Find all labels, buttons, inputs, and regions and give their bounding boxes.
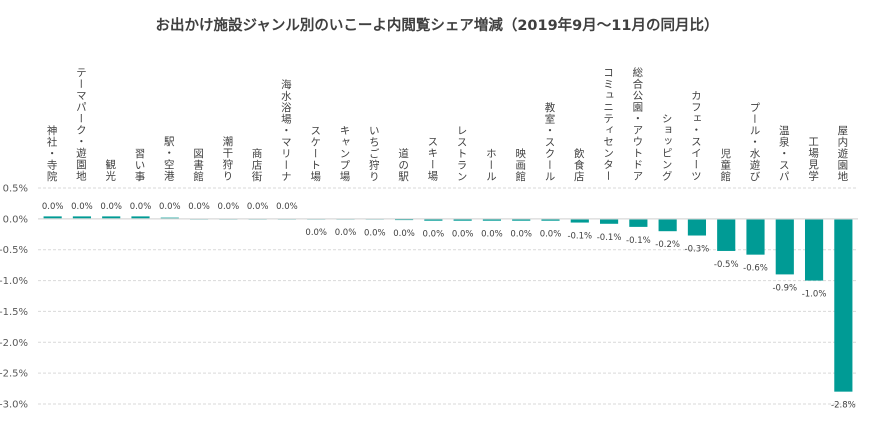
data-label: 0.0% <box>276 202 298 212</box>
y-tick-label: 0.5% <box>3 184 28 195</box>
bar <box>424 218 443 221</box>
bar <box>541 218 560 221</box>
bar <box>775 218 794 275</box>
x-tick-label: キャンプ場 <box>338 124 351 183</box>
data-label: 0.0% <box>100 202 122 212</box>
chart-title: お出かけ施設ジャンル別のいこーよ内閲覧シェア増減（2019年9月～11月の同月比… <box>155 18 719 34</box>
bar <box>43 216 62 219</box>
x-tick-label: 工場見学 <box>807 136 820 182</box>
y-tick-label: 0.0% <box>3 214 28 225</box>
bar <box>482 218 502 221</box>
data-label: -0.1% <box>567 232 592 242</box>
x-tick-label: 飲食店 <box>572 147 585 183</box>
y-tick-label: -2.0% <box>0 338 28 349</box>
bar <box>72 216 92 219</box>
x-tick-label: ショッピング <box>660 113 673 182</box>
data-label: 0.0% <box>335 228 357 238</box>
data-label: 0.0% <box>481 230 503 240</box>
x-tick-label: 総合公園・アウトドア <box>631 67 644 182</box>
data-label: -0.2% <box>655 240 680 250</box>
data-label: 0.0% <box>510 230 532 240</box>
x-tick-label: 屋内遊園地 <box>836 124 849 183</box>
bar <box>394 218 414 221</box>
x-tick-label: 道の駅 <box>397 147 410 183</box>
x-tick-label: 温泉・スパ <box>777 124 790 183</box>
x-tick-label: 習い事 <box>133 147 146 183</box>
x-tick-label: 神社・寺院 <box>45 124 58 183</box>
x-tick-label: 教室・スクール <box>543 101 556 183</box>
bar <box>512 218 531 221</box>
bar <box>629 218 648 227</box>
x-tick-label: 商店街 <box>250 147 263 183</box>
data-label: 0.0% <box>364 228 386 238</box>
data-label: -0.9% <box>772 283 797 293</box>
x-tick-label: カフェ・スイーツ <box>689 90 702 182</box>
x-tick-label: レストラン <box>455 124 468 183</box>
data-label: -0.3% <box>685 245 710 255</box>
bar <box>687 218 707 236</box>
data-label: 0.0% <box>71 202 93 212</box>
bar <box>834 218 853 392</box>
data-label: -0.1% <box>626 236 651 246</box>
bar <box>804 218 824 281</box>
bar <box>570 218 589 223</box>
bar <box>746 218 765 255</box>
x-tick-label: スケート場 <box>309 124 322 183</box>
data-label: 0.0% <box>423 230 445 240</box>
data-label: -0.5% <box>714 260 739 270</box>
data-label: -1.0% <box>802 290 827 300</box>
x-tick-label: スキー場 <box>426 136 439 182</box>
bar <box>717 218 736 251</box>
data-label: 0.0% <box>159 202 181 212</box>
y-tick-label: -2.5% <box>0 369 28 380</box>
data-label: 0.0% <box>42 202 64 212</box>
data-label: -0.6% <box>743 264 768 274</box>
data-label: 0.0% <box>247 202 269 212</box>
x-tick-label: ホール <box>484 147 497 183</box>
y-tick-label: -1.0% <box>0 276 28 287</box>
data-label: -0.1% <box>597 233 622 243</box>
x-tick-label: 図書館 <box>192 147 205 183</box>
bar <box>131 216 150 219</box>
x-tick-label: 児童館 <box>719 147 732 183</box>
x-tick-label: テーマパーク・遊園地 <box>74 67 87 182</box>
data-label: 0.0% <box>540 230 562 240</box>
bar <box>160 217 179 219</box>
x-tick-label: コミュニティセンター <box>602 67 615 182</box>
data-label: -2.8% <box>831 401 856 411</box>
bar <box>658 218 677 232</box>
data-label: 0.0% <box>188 202 210 212</box>
x-tick-label: 観光 <box>104 159 117 182</box>
y-tick-label: -1.5% <box>0 307 28 318</box>
y-tick-label: -0.5% <box>0 245 28 256</box>
x-tick-label: 海水浴場・マリーナ <box>279 78 292 183</box>
bar <box>102 216 121 219</box>
x-tick-label: プール・水遊び <box>748 101 761 183</box>
data-label: 0.0% <box>130 202 152 212</box>
data-label: 0.0% <box>305 228 327 238</box>
data-label: 0.0% <box>452 230 474 240</box>
x-tick-label: 映画館 <box>514 147 527 183</box>
x-tick-label: 潮干狩り <box>221 136 234 182</box>
data-label: 0.0% <box>393 229 415 239</box>
x-tick-label: いちご狩り <box>367 124 380 183</box>
x-tick-label: 駅・空港 <box>162 136 175 182</box>
data-label: 0.0% <box>218 202 240 212</box>
bar <box>599 218 619 224</box>
bar <box>453 218 472 221</box>
y-tick-label: -3.0% <box>0 400 28 411</box>
